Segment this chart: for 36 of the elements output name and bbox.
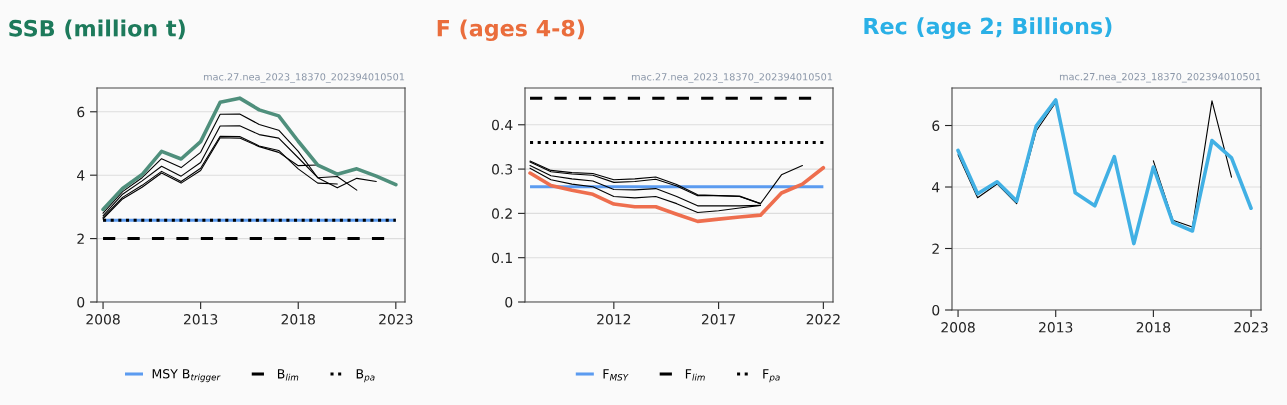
y-tick-label: 0	[932, 304, 940, 316]
y-tick-label: 2	[932, 243, 939, 254]
legend-label: B$_{pa}$	[356, 369, 375, 383]
x-tick-label: 2013	[1039, 322, 1073, 333]
y-tick-label: 6	[932, 120, 940, 131]
x-tick-label: 2013	[183, 314, 218, 325]
y-tick-label: 0	[77, 296, 85, 308]
legend-label: B$_{lim}$	[277, 369, 299, 381]
chart-title: SSB (million t)	[9, 19, 185, 40]
y-tick-label: 0.4	[492, 119, 513, 131]
x-tick-label: 2008	[941, 322, 975, 333]
x-tick-label: 2008	[86, 314, 120, 325]
legend-label: F$_{pa}$	[763, 369, 780, 383]
y-tick-label: 4	[77, 170, 85, 181]
y-tick-label: 0.3	[492, 164, 513, 175]
chart-title: F (ages 4-8)	[437, 19, 585, 42]
y-tick-label: 0.2	[492, 208, 512, 219]
text: mac.27.nea_2023_18370_202394010501	[203, 73, 405, 83]
y-tick-label: 0	[505, 296, 513, 308]
y-tick-label: 0.1	[492, 252, 512, 264]
y-tick-label: 2	[77, 233, 84, 244]
text: mac.27.nea_2023_18370_202394010501	[1059, 72, 1261, 83]
x-tick-label: 2017	[701, 314, 736, 325]
x-tick-label: 2023	[379, 314, 413, 325]
legend-label: MSY B$_{trigger}$	[152, 369, 221, 383]
y-tick-label: 6	[77, 106, 85, 118]
legend-label: F$_{lim}$	[685, 369, 705, 381]
x-tick-label: 2023	[1234, 322, 1268, 333]
y-tick-label: 4	[932, 182, 940, 193]
text: mac.27.nea_2023_18370_202394010501	[631, 73, 833, 83]
x-tick-label: 2012	[597, 314, 631, 325]
x-tick-label: 2022	[806, 314, 840, 325]
x-tick-label: 2018	[1136, 322, 1171, 333]
chart-title: Rec (age 2; Billions)	[864, 17, 1112, 39]
x-tick-label: 2018	[281, 314, 315, 325]
legend-label: F$_{MSY}$	[603, 369, 629, 381]
